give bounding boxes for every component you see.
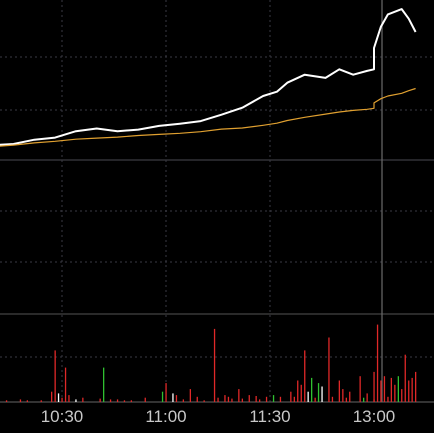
volume-bar: [314, 397, 316, 402]
x-tick-label: 11:00: [145, 407, 186, 426]
volume-bar: [411, 377, 413, 402]
volume-bar: [123, 400, 126, 402]
volume-bar: [224, 395, 226, 402]
volume-bar: [317, 383, 320, 402]
volume-bar: [390, 377, 392, 402]
average-price-line: [0, 87, 416, 147]
volume-bar: [338, 380, 340, 402]
volume-bar: [321, 386, 323, 402]
volume-bar: [5, 400, 8, 402]
volume-bar: [40, 400, 42, 402]
volume-bar: [165, 383, 167, 402]
x-tick-label: 10:30: [41, 407, 84, 426]
volume-bar: [172, 393, 174, 402]
x-tick-label: 13:00: [353, 407, 396, 426]
volume-bar: [366, 393, 368, 402]
volume-bar: [64, 367, 67, 402]
volume-bar: [227, 396, 230, 402]
volume-bar: [161, 391, 164, 402]
x-axis-ticks: 10:30 11:00 11:30 13:00: [41, 407, 396, 426]
volume-bar: [231, 398, 233, 402]
volume-bar: [144, 397, 146, 402]
volume-bar: [297, 380, 299, 402]
volume-bar: [376, 324, 379, 402]
volume-bar: [238, 389, 240, 402]
volume-bar: [383, 376, 386, 402]
volume-bar: [401, 389, 403, 402]
volume-bar: [345, 397, 347, 402]
volume-bar: [279, 396, 282, 402]
volume-bar: [408, 380, 410, 402]
volume-bar: [19, 399, 22, 402]
volume-bar: [57, 393, 60, 402]
volume-bar: [109, 399, 112, 402]
volume-bar: [255, 396, 257, 402]
volume-bar: [331, 396, 334, 402]
volume-bar: [265, 396, 268, 402]
volume-bar: [116, 399, 119, 402]
volume-bar: [203, 400, 205, 402]
x-tick-label: 11:30: [249, 407, 290, 426]
volume-bar: [259, 399, 261, 402]
volume-bar: [397, 376, 399, 402]
volume-bar: [75, 399, 77, 402]
grid-lines: [0, 0, 434, 402]
volume-bar: [359, 376, 361, 402]
volume-bar: [304, 350, 306, 402]
volume-bar: [54, 350, 56, 402]
volume-bar: [328, 337, 330, 402]
volume-bar: [404, 354, 406, 402]
volume-bar: [217, 397, 219, 402]
volume-bar: [342, 389, 344, 402]
volume-bar: [82, 397, 84, 402]
volume-bar: [380, 380, 382, 402]
volume-bar: [290, 391, 292, 402]
volume-bar: [213, 328, 216, 402]
price-line: [0, 8, 417, 146]
volume-panel: [5, 324, 417, 402]
volume-bar: [363, 397, 365, 402]
volume-bar: [300, 384, 302, 402]
volume-bar: [387, 396, 389, 402]
volume-bar: [61, 397, 63, 402]
volume-bar: [182, 399, 184, 402]
volume-bar: [241, 398, 243, 402]
volume-bar: [373, 371, 375, 402]
volume-bar: [248, 395, 250, 402]
volume-bar: [130, 400, 132, 402]
price-panel: [0, 8, 417, 147]
volume-bar: [394, 384, 396, 402]
volume-bar: [51, 391, 53, 402]
volume-bar: [68, 395, 70, 402]
volume-bar: [99, 398, 101, 402]
volume-bar: [175, 395, 178, 402]
volume-bar: [103, 367, 105, 402]
volume-bar: [415, 371, 417, 402]
volume-bar: [272, 395, 275, 402]
volume-bar: [311, 377, 313, 402]
volume-bar: [307, 391, 309, 402]
volume-bar: [189, 389, 191, 402]
volume-bar: [293, 396, 295, 402]
volume-bar: [349, 391, 351, 402]
volume-bar: [26, 400, 28, 402]
volume-bar: [196, 396, 198, 402]
